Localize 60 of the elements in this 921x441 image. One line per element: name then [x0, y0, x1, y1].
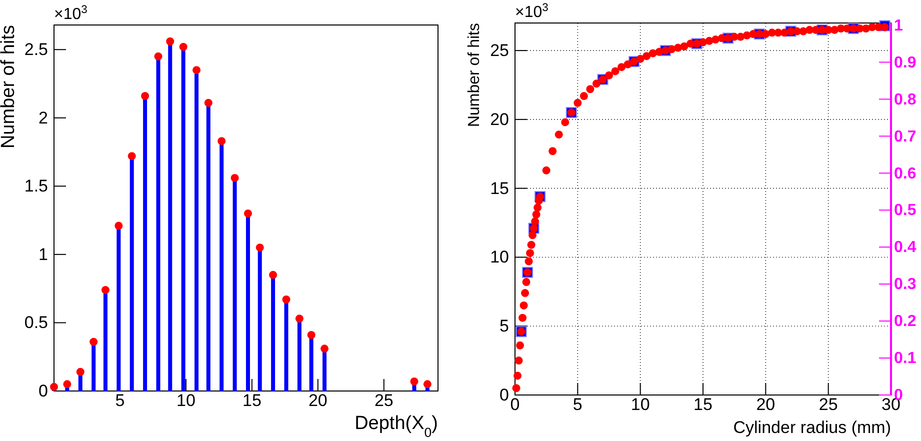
y-tick-label: 5 — [500, 316, 509, 336]
point — [114, 222, 123, 230]
point — [50, 382, 58, 391]
x-tick-label: 10 — [176, 391, 196, 410]
point — [166, 37, 174, 46]
y2-tick-label: 0.9 — [894, 54, 916, 72]
point — [320, 344, 329, 353]
point — [204, 98, 212, 107]
y-axis-title: Number of hits — [466, 23, 483, 128]
point — [218, 137, 226, 146]
point — [141, 92, 150, 100]
y2-tick-label: 0.1 — [894, 350, 916, 368]
point — [90, 338, 98, 346]
x-tick-label: 25 — [818, 395, 838, 414]
y2-tick-label: 0.6 — [894, 165, 916, 182]
y2-tick-label: 0.3 — [894, 276, 916, 294]
point — [76, 368, 84, 376]
x-tick-label: 15 — [694, 395, 712, 414]
y-tick-label: 1.5 — [24, 176, 48, 196]
y-tick-label: 0.5 — [24, 313, 48, 332]
point — [63, 380, 72, 388]
y2-tick-label: 0.5 — [894, 202, 916, 220]
text: ×10$^{3}$ — [54, 4, 88, 23]
point — [192, 66, 201, 74]
y-tick-label: 2.5 — [24, 40, 48, 60]
x-axis-title: Depth(X$_{0}$) — [354, 413, 438, 440]
point — [101, 286, 110, 294]
y-tick-label: 2 — [38, 108, 48, 128]
y-tick-label: 10 — [490, 248, 509, 267]
y2-tick-label: 0.4 — [894, 239, 916, 256]
x-tick-label: 15 — [242, 391, 262, 410]
y2-tick-label: 0.8 — [894, 91, 916, 108]
y-axis-title: Number of hits — [0, 25, 19, 149]
text: ×10$^{3}$ — [515, 2, 548, 21]
y2-tick-label: 0.7 — [894, 128, 916, 146]
y2-tick-label: 1 — [894, 17, 903, 34]
point — [410, 377, 418, 386]
y-tick-label: 25 — [490, 40, 509, 60]
point — [269, 270, 278, 279]
x-tick-label: 25 — [374, 391, 394, 410]
x-tick-label: 5 — [115, 391, 125, 410]
point — [128, 152, 136, 160]
x-tick-label: 20 — [308, 391, 328, 410]
x-tick-label: 10 — [630, 395, 650, 414]
y2-tick-label: 0.2 — [894, 313, 916, 330]
point — [423, 380, 432, 388]
y-tick-label: 20 — [490, 110, 509, 129]
x-tick-label: 5 — [572, 395, 582, 414]
y-tick-label: 15 — [490, 178, 509, 198]
point — [295, 314, 304, 323]
x-axis-title: Cylinder radius (mm) — [733, 418, 891, 437]
point — [179, 42, 188, 51]
point — [307, 331, 316, 340]
y-tick-label: 1 — [38, 244, 48, 264]
point — [154, 52, 162, 60]
point — [282, 296, 290, 304]
point — [244, 209, 252, 218]
point — [230, 174, 239, 182]
x-tick-label: 20 — [756, 395, 776, 414]
point — [256, 244, 264, 252]
